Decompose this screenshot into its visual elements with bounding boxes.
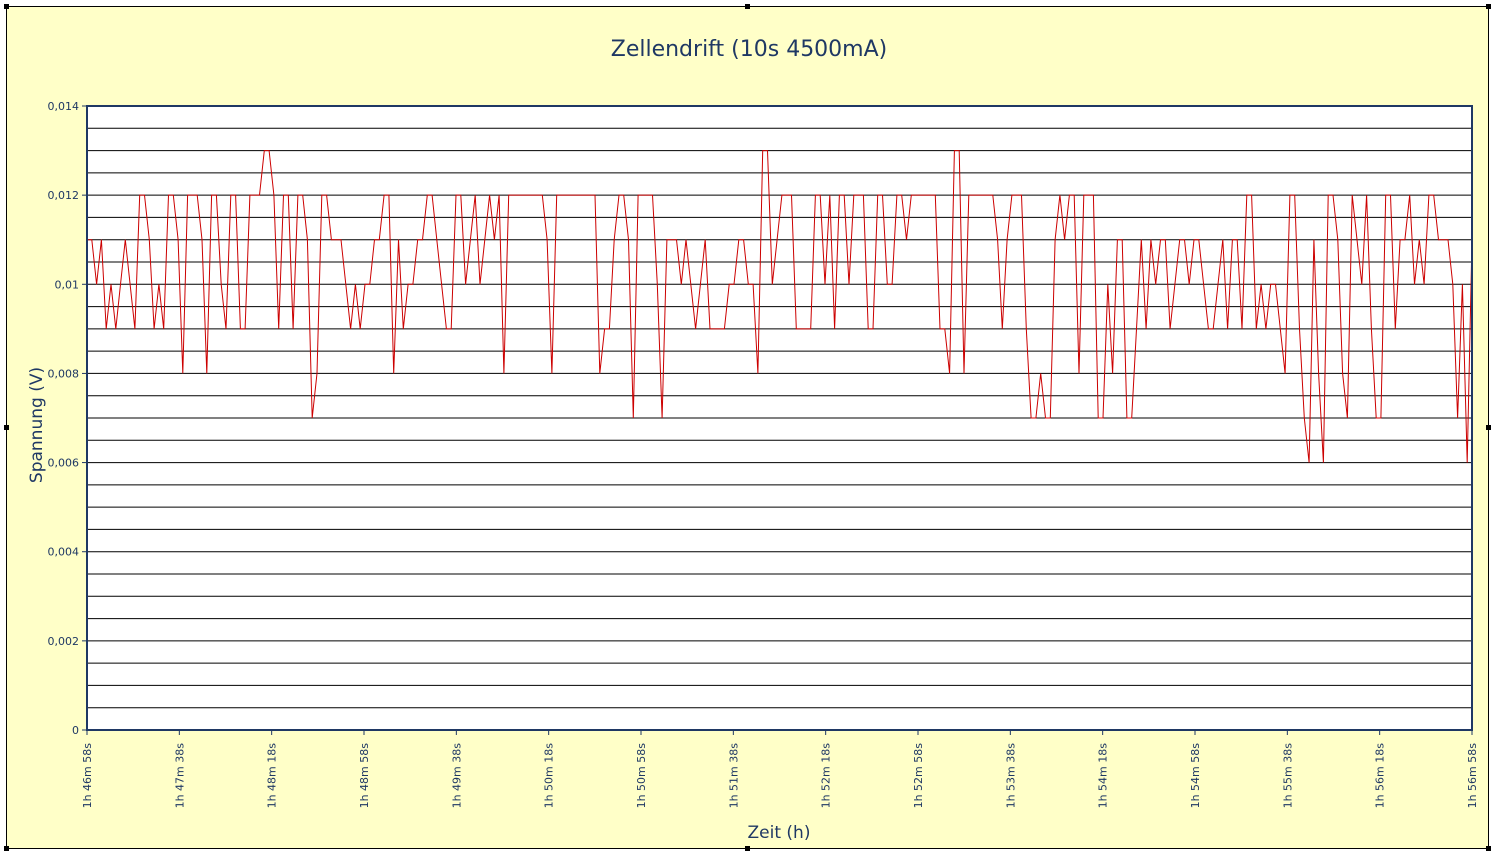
resize-handle-top-left[interactable] <box>4 4 9 9</box>
chart-title: Zellendrift (10s 4500mA) <box>611 37 888 62</box>
y-tick-label: 0,008 <box>48 367 80 380</box>
plot-border <box>86 105 1473 731</box>
resize-handle-right[interactable] <box>1486 425 1491 430</box>
chart-svg: Zellendrift (10s 4500mA) 0 0,002 0,004 0,00… <box>27 37 1479 843</box>
resize-handle-top-right[interactable] <box>1486 4 1491 9</box>
x-tick-label: 1h 47m 38s <box>173 743 186 809</box>
x-tick-label: 1h 50m 18s <box>543 743 556 809</box>
x-tick-label: 1h 51m 38s <box>727 743 740 809</box>
x-axis-ticks: 1h 46m 58s 1h 47m 38s 1h 48m 18s 1h 48m 58s… <box>81 730 1479 808</box>
y-tick-label: 0,01 <box>55 278 80 291</box>
y-axis-ticks: 0 0,002 0,004 0,006 0,008 0,01 0,012 0,014 <box>48 100 87 737</box>
x-tick-label: 1h 52m 58s <box>912 743 925 809</box>
resize-handle-bottom[interactable] <box>745 846 750 851</box>
resize-handle-bottom-left[interactable] <box>4 846 9 851</box>
y-tick-label: 0,006 <box>48 457 80 470</box>
x-tick-label: 1h 50m 58s <box>635 743 648 809</box>
y-tick-label: 0,014 <box>48 100 80 113</box>
x-tick-label: 1h 56m 58s <box>1466 743 1479 809</box>
y-tick-label: 0,002 <box>48 635 80 648</box>
y-axis-label: Spannung (V) <box>27 367 47 483</box>
y-tick-label: 0,012 <box>48 189 80 202</box>
x-tick-label: 1h 53m 38s <box>1004 743 1017 809</box>
x-tick-label: 1h 52m 18s <box>820 743 833 809</box>
resize-handle-left[interactable] <box>4 425 9 430</box>
x-axis-label: Zeit (h) <box>748 823 811 843</box>
y-tick-label: 0,004 <box>48 546 80 559</box>
x-tick-label: 1h 46m 58s <box>81 743 94 809</box>
x-tick-label: 1h 54m 58s <box>1189 743 1202 809</box>
x-tick-label: 1h 49m 38s <box>450 743 463 809</box>
x-tick-label: 1h 48m 18s <box>266 743 279 809</box>
x-tick-label: 1h 48m 58s <box>358 743 371 809</box>
x-tick-label: 1h 55m 38s <box>1281 743 1294 809</box>
chart-area: Zellendrift (10s 4500mA) 0 0,002 0,004 0,00… <box>6 6 1489 849</box>
x-tick-label: 1h 56m 18s <box>1374 743 1387 809</box>
y-tick-label: 0 <box>72 724 79 737</box>
x-tick-label: 1h 54m 18s <box>1097 743 1110 809</box>
resize-handle-top[interactable] <box>745 4 750 9</box>
resize-handle-bottom-right[interactable] <box>1486 846 1491 851</box>
series-line <box>87 150 1473 463</box>
